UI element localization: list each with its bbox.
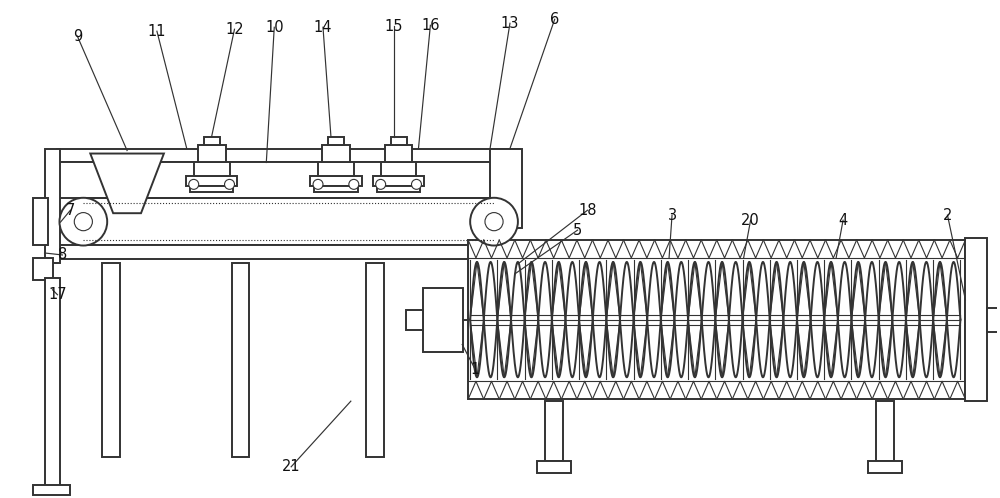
- Circle shape: [225, 179, 234, 189]
- Bar: [391, 136, 407, 144]
- Bar: [423, 288, 463, 353]
- Text: 12: 12: [225, 22, 244, 37]
- Circle shape: [349, 179, 359, 189]
- Text: 4: 4: [838, 213, 848, 228]
- Text: 8: 8: [58, 248, 67, 262]
- Circle shape: [189, 179, 199, 189]
- Bar: [232, 263, 249, 457]
- Text: 5: 5: [573, 223, 582, 238]
- Bar: [186, 176, 237, 186]
- Bar: [102, 263, 120, 457]
- Bar: [57, 245, 520, 259]
- Bar: [310, 176, 362, 186]
- Bar: [322, 144, 350, 162]
- Circle shape: [313, 179, 323, 189]
- Bar: [198, 144, 226, 162]
- Bar: [318, 162, 354, 176]
- Circle shape: [376, 179, 386, 189]
- Bar: [490, 148, 522, 228]
- Text: 14: 14: [314, 20, 332, 35]
- Bar: [406, 310, 423, 330]
- Bar: [33, 485, 70, 495]
- Bar: [385, 144, 412, 162]
- Bar: [366, 263, 384, 457]
- Bar: [537, 461, 571, 473]
- Text: 1: 1: [471, 362, 480, 377]
- Bar: [204, 136, 220, 144]
- Circle shape: [59, 198, 107, 246]
- Bar: [194, 162, 230, 176]
- Text: 6: 6: [550, 12, 559, 27]
- Text: 17: 17: [48, 287, 67, 302]
- Bar: [468, 240, 965, 399]
- Circle shape: [411, 179, 421, 189]
- Polygon shape: [480, 262, 540, 295]
- Bar: [57, 162, 520, 198]
- Text: 16: 16: [421, 18, 440, 33]
- Circle shape: [74, 213, 92, 231]
- Bar: [965, 238, 987, 401]
- Circle shape: [485, 213, 503, 231]
- Text: 18: 18: [578, 203, 597, 218]
- Bar: [545, 401, 563, 461]
- Text: 21: 21: [282, 459, 300, 474]
- Bar: [190, 186, 233, 192]
- Bar: [868, 461, 902, 473]
- Text: 15: 15: [384, 19, 403, 34]
- Bar: [377, 186, 420, 192]
- Bar: [468, 258, 965, 381]
- Bar: [876, 401, 894, 461]
- Bar: [45, 278, 60, 487]
- Bar: [57, 148, 520, 162]
- Bar: [987, 308, 1000, 332]
- Text: 10: 10: [265, 20, 284, 35]
- Text: 3: 3: [667, 208, 677, 223]
- Bar: [314, 186, 358, 192]
- Circle shape: [470, 198, 518, 246]
- Bar: [33, 258, 53, 280]
- Text: 9: 9: [73, 29, 82, 44]
- Bar: [381, 162, 416, 176]
- Bar: [45, 148, 60, 263]
- Text: 11: 11: [148, 24, 166, 39]
- Polygon shape: [90, 153, 164, 213]
- Text: 13: 13: [501, 16, 519, 31]
- Text: 7: 7: [66, 203, 75, 218]
- Text: 2: 2: [943, 208, 952, 223]
- Bar: [33, 198, 48, 245]
- Text: 20: 20: [741, 213, 760, 228]
- Bar: [373, 176, 424, 186]
- Bar: [328, 136, 344, 144]
